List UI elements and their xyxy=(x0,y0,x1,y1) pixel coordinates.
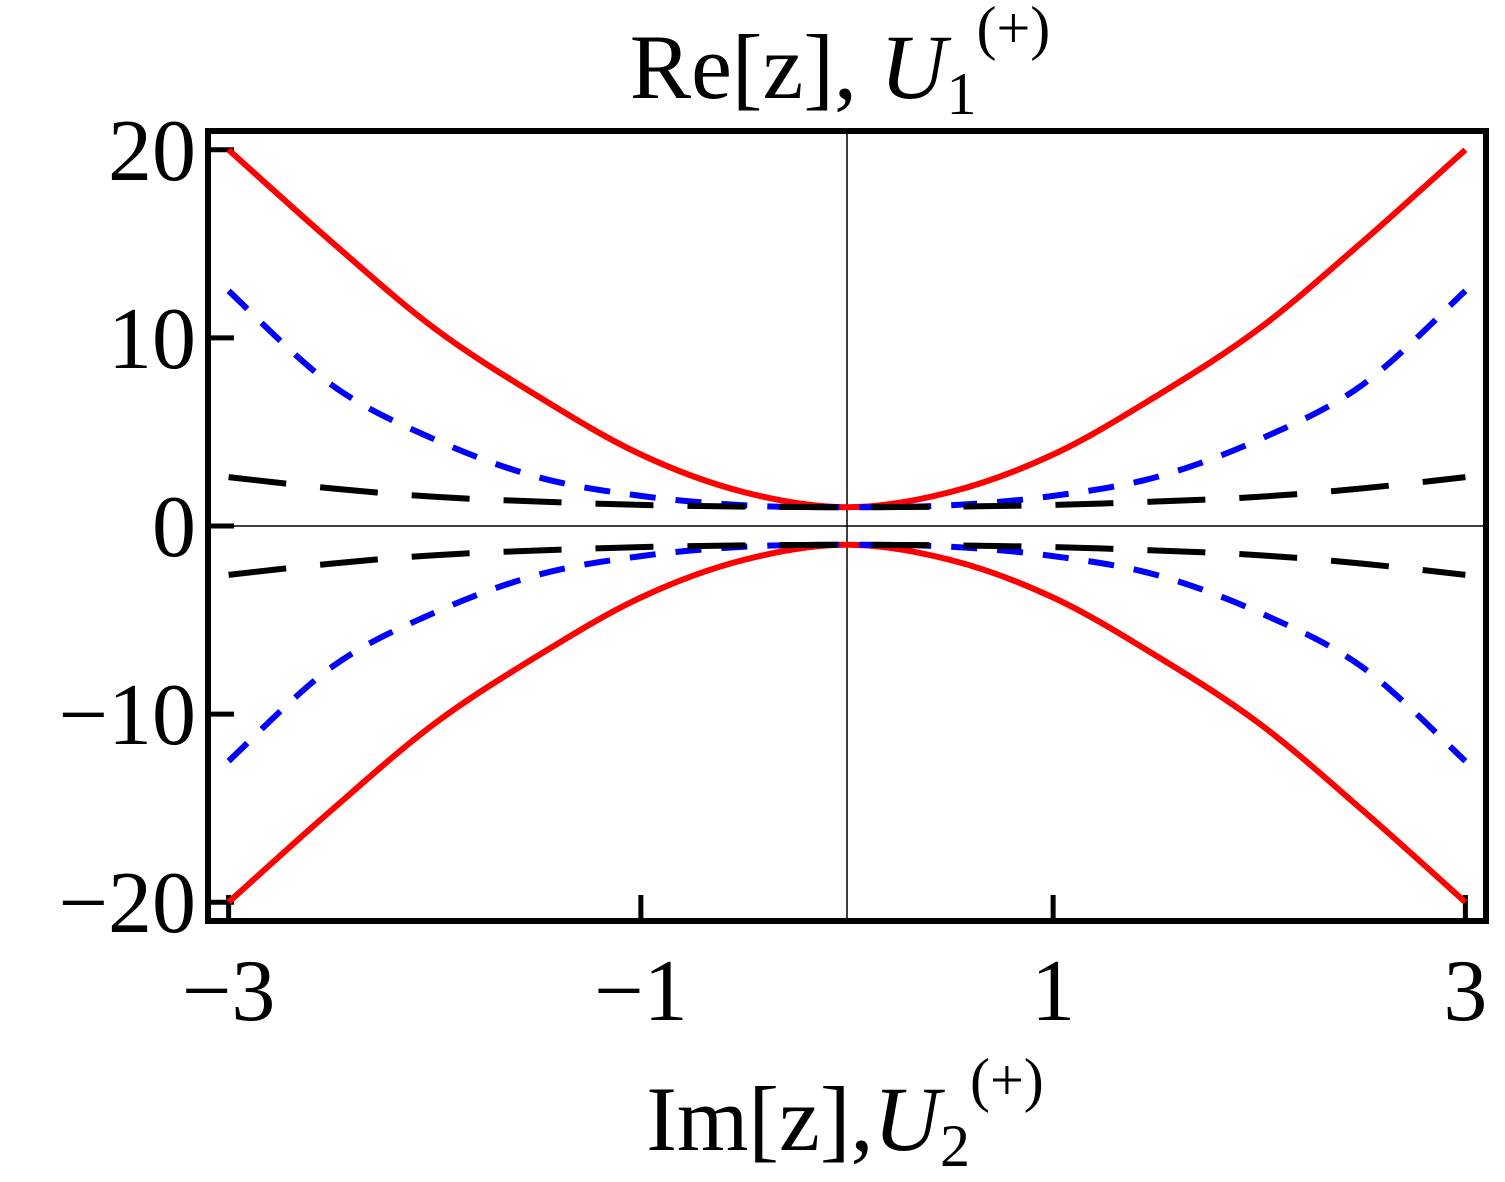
chart-title-var: U xyxy=(880,16,952,118)
chart-title-main: Re[z], xyxy=(630,16,880,118)
x-axis-label-main: Im[z], xyxy=(646,1068,873,1170)
y-tick-labels: −20 −10 0 10 20 xyxy=(58,103,196,952)
chart-title-sub: 1 xyxy=(946,61,976,127)
y-tick-label: 10 xyxy=(108,291,196,388)
series-0-lower-line xyxy=(226,541,1468,905)
x-tick-label: 1 xyxy=(1031,943,1075,1040)
y-tick-label: 20 xyxy=(108,103,196,200)
x-axis-label: Im[z],U2(+) xyxy=(646,1047,1044,1179)
x-tick-label: −3 xyxy=(182,943,276,1040)
series-2-lower-line xyxy=(228,541,1466,578)
chart-title: Re[z], U1(+) xyxy=(630,0,1051,127)
curves xyxy=(226,147,1468,905)
y-tick-label: 0 xyxy=(152,479,196,576)
x-tick-label: −1 xyxy=(594,943,688,1040)
x-tick-labels: −3 −1 1 3 xyxy=(182,943,1488,1040)
zero-axes xyxy=(208,131,1486,921)
series-2-upper-line xyxy=(228,474,1466,511)
series-0-upper-line xyxy=(226,147,1468,511)
ticks xyxy=(208,147,1468,921)
chart-title-sup: (+) xyxy=(976,0,1050,61)
x-axis-label-sup: (+) xyxy=(970,1047,1044,1113)
x-axis-label-var: U xyxy=(874,1068,946,1170)
y-tick-label: −10 xyxy=(58,667,196,764)
y-tick-label: −20 xyxy=(58,855,196,952)
x-tick-label: 3 xyxy=(1443,943,1487,1040)
x-axis-label-sub: 2 xyxy=(940,1113,970,1179)
